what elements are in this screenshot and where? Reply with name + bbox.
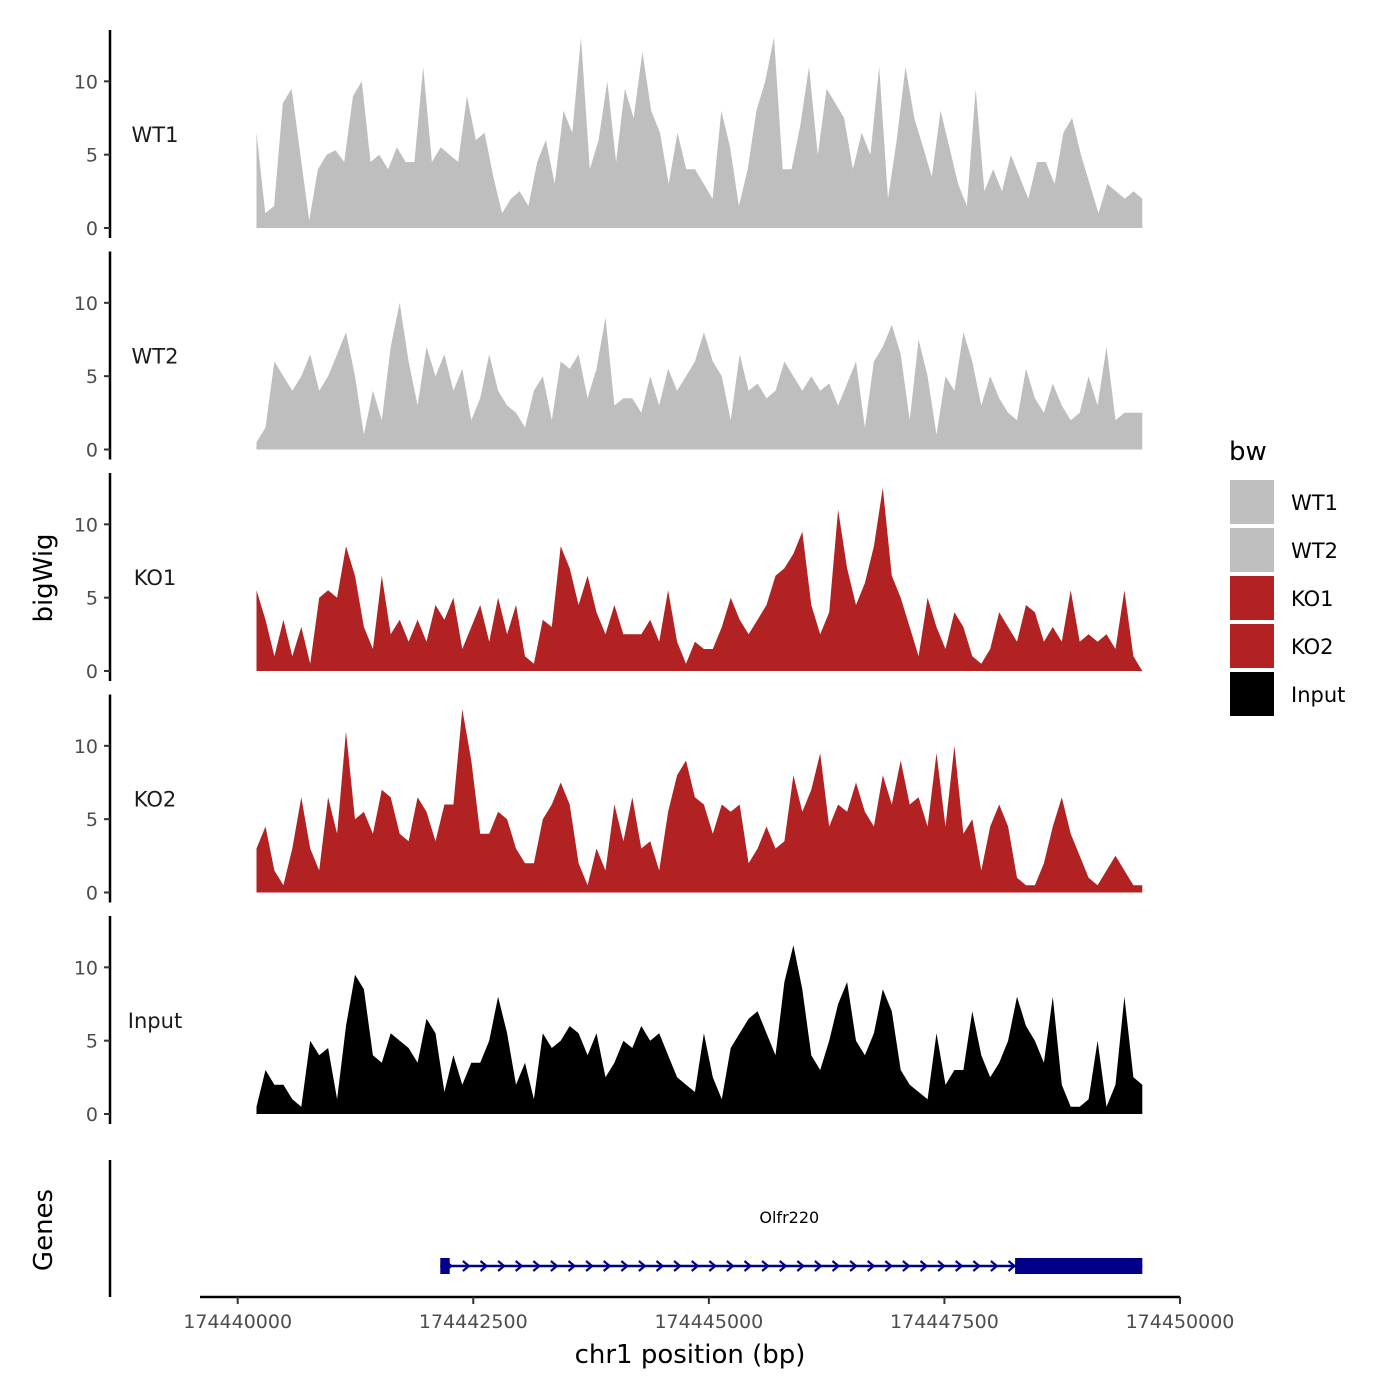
y-tick-label: 10 <box>74 514 98 536</box>
legend-label: KO1 <box>1291 587 1334 611</box>
y-axis-title: bigWig <box>29 533 59 622</box>
strand-chevron <box>866 1260 876 1272</box>
y-tick-label: 0 <box>86 440 98 462</box>
track-wt2: 0 5 10 WT2 <box>74 251 1143 462</box>
x-tick-label: 174447500 <box>890 1311 999 1333</box>
legend-label: WT2 <box>1291 539 1338 563</box>
strand-chevron <box>1007 1260 1017 1272</box>
strand-chevron <box>919 1260 929 1272</box>
legend-label: Input <box>1291 683 1345 707</box>
strand-chevron <box>726 1260 735 1272</box>
x-tick-label: 174445000 <box>654 1311 763 1333</box>
y-tick-label: 5 <box>86 366 98 388</box>
track-input: 0 5 10 Input <box>74 916 1143 1126</box>
y-tick-label: 0 <box>86 883 98 905</box>
strand-chevron <box>761 1260 770 1272</box>
gene-exon <box>1015 1258 1143 1274</box>
strand-chevron <box>550 1260 559 1272</box>
x-axis: 174440000 174442500 174445000 174447500 1744… <box>183 1295 1235 1333</box>
strand-chevron <box>708 1260 718 1272</box>
strand-chevron <box>673 1260 682 1272</box>
y-tick-label: 10 <box>74 293 98 315</box>
signal-area-wt1 <box>256 37 1143 228</box>
y-tick-label: 10 <box>74 736 98 758</box>
strand-chevron <box>990 1260 999 1272</box>
strand-chevron <box>532 1260 542 1272</box>
track-label: Input <box>128 1009 182 1033</box>
track-wt1: 0 5 10 WT1 <box>74 30 1143 240</box>
strand-chevron <box>902 1260 911 1272</box>
gene-olfr220: Olfr220 <box>440 1208 1143 1274</box>
legend-key-wt1 <box>1230 480 1274 524</box>
track-label: WT2 <box>132 345 179 369</box>
track-ko1: 0 5 10 KO1 <box>74 473 1143 683</box>
track-label: KO1 <box>134 566 177 590</box>
y-tick-label: 5 <box>86 1031 98 1053</box>
track-panels: 0 5 10 WT1 0 5 10 WT2 0 5 10 KO1 0 5 10 KO2 0 5 10 Input <box>74 30 1143 1126</box>
signal-area-input <box>256 945 1143 1114</box>
strand-chevron <box>585 1260 594 1272</box>
y-tick-label: 0 <box>86 1104 98 1126</box>
legend-key-ko1 <box>1230 576 1274 620</box>
track-label: WT1 <box>132 123 179 147</box>
legend-key-input <box>1230 672 1274 716</box>
x-axis-title: chr1 position (bp) <box>575 1340 806 1370</box>
legend-title: bw <box>1229 437 1267 467</box>
signal-area-wt2 <box>256 302 1143 450</box>
strand-chevron <box>743 1260 753 1272</box>
legend-key-ko2 <box>1230 624 1274 668</box>
strand-chevron <box>954 1260 964 1272</box>
genes-panel: Olfr220 <box>108 1160 1143 1297</box>
genes-axis-title: Genes <box>29 1189 59 1271</box>
y-tick-label: 5 <box>86 809 98 831</box>
strand-chevron <box>602 1260 612 1272</box>
strand-chevron <box>462 1260 471 1272</box>
x-tick-label: 174440000 <box>183 1311 292 1333</box>
track-label: KO2 <box>134 788 177 812</box>
strand-chevron <box>937 1260 946 1272</box>
y-tick-label: 0 <box>86 661 98 683</box>
strand-chevron <box>778 1260 788 1272</box>
strand-chevron <box>796 1260 806 1272</box>
strand-chevron <box>849 1260 858 1272</box>
track-ko2: 0 5 10 KO2 <box>74 694 1143 905</box>
signal-area-ko2 <box>256 709 1143 893</box>
strand-chevron <box>831 1260 841 1272</box>
strand-chevron <box>972 1260 982 1272</box>
legend-label: WT1 <box>1291 491 1338 515</box>
strand-chevron <box>655 1260 665 1272</box>
strand-chevron <box>567 1260 577 1272</box>
legend: bw WT1 WT2 KO1 KO2 Input <box>1229 437 1345 716</box>
strand-chevron <box>620 1260 630 1272</box>
y-tick-label: 10 <box>74 71 98 93</box>
y-tick-label: 5 <box>86 145 98 167</box>
strand-chevron <box>638 1260 647 1272</box>
strand-chevron <box>514 1260 524 1272</box>
strand-chevron <box>690 1260 700 1272</box>
signal-area-ko1 <box>256 487 1143 671</box>
strand-chevron <box>814 1260 823 1272</box>
legend-label: KO2 <box>1291 635 1334 659</box>
y-tick-label: 0 <box>86 218 98 240</box>
x-tick-label: 174442500 <box>419 1311 528 1333</box>
legend-key-wt2 <box>1230 528 1274 572</box>
strand-chevron <box>497 1260 506 1272</box>
strand-chevron <box>884 1260 894 1272</box>
gene-exon <box>440 1258 450 1274</box>
gene-label: Olfr220 <box>759 1208 819 1227</box>
y-tick-label: 5 <box>86 588 98 610</box>
strand-chevron <box>479 1260 489 1272</box>
x-tick-label: 174450000 <box>1126 1311 1235 1333</box>
y-tick-label: 10 <box>74 957 98 979</box>
